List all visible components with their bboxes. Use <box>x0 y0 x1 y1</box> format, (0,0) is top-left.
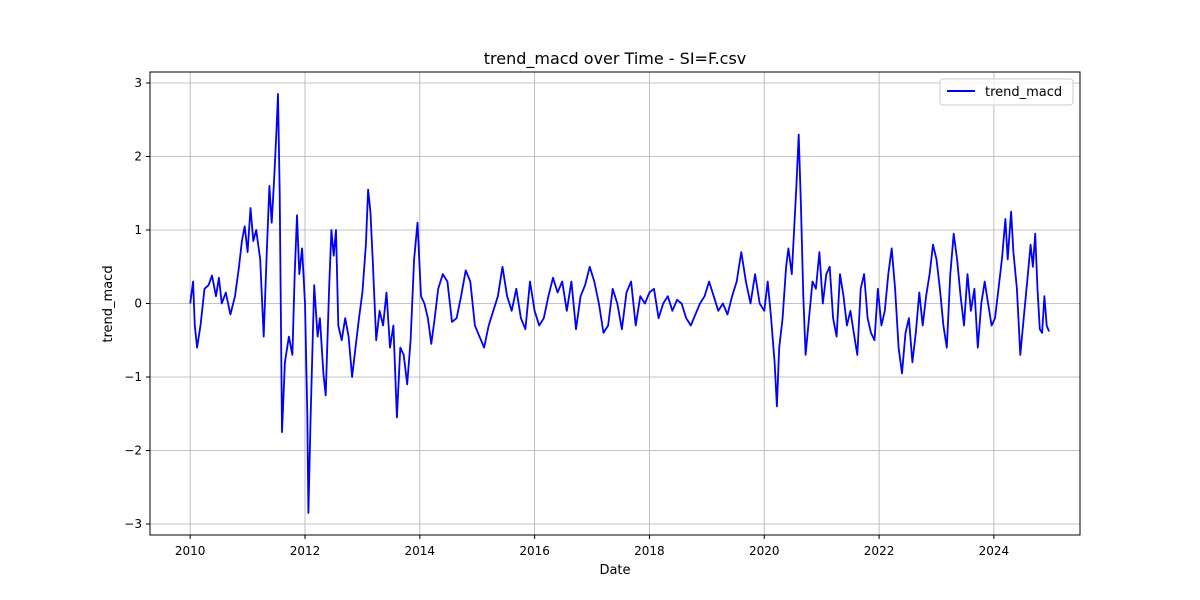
y-tick-label: −2 <box>124 443 142 457</box>
y-axis-title: trend_macd <box>101 265 116 342</box>
y-tick-label: 2 <box>134 150 142 164</box>
y-axis: −3 −2 −1 0 1 2 3 <box>124 76 150 531</box>
legend-label: trend_macd <box>985 85 1062 100</box>
x-tick-label: 2020 <box>749 544 780 558</box>
x-tick-label: 2018 <box>634 544 665 558</box>
series-layer <box>189 93 1050 514</box>
series-line-trend_macd <box>189 93 1050 514</box>
y-tick-label: 1 <box>134 223 142 237</box>
y-tick-label: −1 <box>124 370 142 384</box>
y-tick-label: 0 <box>134 297 142 311</box>
x-tick-label: 2016 <box>519 544 550 558</box>
x-tick-label: 2014 <box>405 544 436 558</box>
x-tick-label: 2012 <box>290 544 321 558</box>
y-tick-label: 3 <box>134 76 142 90</box>
y-tick-label: −3 <box>124 517 142 531</box>
legend: trend_macd <box>939 78 1074 106</box>
x-tick-label: 2024 <box>979 544 1010 558</box>
x-tick-label: 2022 <box>864 544 895 558</box>
x-axis: 2010 2012 2014 2016 2018 2020 2022 2024 <box>175 535 1009 558</box>
x-tick-label: 2010 <box>175 544 206 558</box>
x-axis-title: Date <box>599 563 630 578</box>
chart-title: trend_macd over Time - SI=F.csv <box>484 49 747 69</box>
legend-box <box>939 78 1074 106</box>
grid <box>150 72 1080 535</box>
